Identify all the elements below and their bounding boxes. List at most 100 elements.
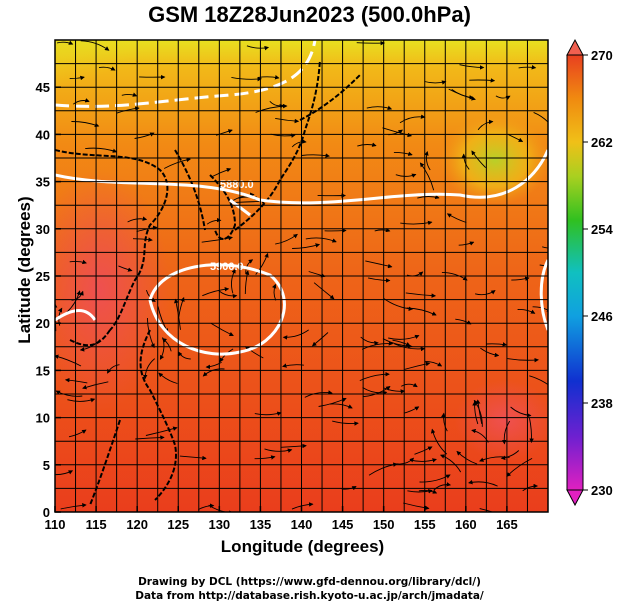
colorbar-label: 238 (591, 396, 613, 411)
streamline-arrow (132, 237, 153, 242)
streamline-arrow (205, 361, 222, 370)
streamline-arrow (365, 260, 393, 269)
streamline-arrow (282, 329, 309, 340)
streamline-arrow (280, 443, 307, 449)
streamline-arrow (211, 167, 232, 178)
y-tick-label: 30 (36, 222, 50, 237)
streamline-arrow (360, 336, 379, 346)
streamline-arrow (201, 235, 233, 243)
x-tick-label: 125 (167, 517, 189, 532)
streamline-arrow (163, 157, 191, 169)
colorbar: 270 262 254 246 238 230 (566, 38, 613, 507)
streamline-arrow (374, 227, 391, 233)
x-tick-label: 155 (414, 517, 436, 532)
streamline-arrow (479, 508, 494, 512)
streamline-arrow (424, 360, 443, 367)
streamline-arrow (82, 381, 109, 390)
y-tick-label: 35 (36, 175, 50, 190)
streamline-arrow (446, 213, 467, 223)
colorbar-top-arrow (566, 38, 584, 56)
streamline-arrow (539, 264, 548, 267)
contour-label-5900: 5900.0 (210, 261, 244, 273)
streamline-arrow (477, 119, 494, 131)
streamline-arrow (282, 363, 304, 368)
streamline-arrow (407, 489, 433, 494)
x-tick-label: 165 (496, 517, 518, 532)
colorbar-label: 254 (591, 222, 613, 237)
streamline-arrow (292, 243, 321, 249)
streamline-arrow (473, 399, 483, 427)
streamline-arrow (60, 503, 87, 510)
y-tick-label: 45 (36, 80, 50, 95)
streamline-arrow (399, 114, 426, 124)
streamline-arrow (269, 100, 285, 109)
x-tick-label: 135 (250, 517, 272, 532)
streamline-arrow (231, 76, 262, 82)
streamline-arrow (361, 341, 394, 350)
streamline-arrow (246, 45, 270, 51)
streamline-arrow (264, 448, 293, 453)
streamline-arrow (529, 375, 548, 386)
streamline-arrow (367, 277, 391, 283)
colorbar-label: 262 (591, 135, 613, 150)
streamline-arrow (69, 75, 85, 81)
streamline-arrow (291, 502, 314, 510)
streamline-arrow (533, 111, 548, 123)
streamline-arrow (517, 308, 536, 314)
temperature-field (55, 40, 548, 512)
streamline-arrow (55, 390, 83, 397)
streamline-arrow (468, 479, 498, 487)
streamline-arrow (255, 252, 269, 275)
y-axis-ticks: 0 5 10 15 20 25 30 35 40 45 (36, 80, 61, 520)
streamline-arrow (56, 40, 74, 45)
streamline-arrow (382, 127, 413, 138)
streamline-arrow (409, 458, 437, 463)
streamline-arrow (357, 142, 377, 147)
credit-drawing: Drawing by DCL (https://www.gfd-dennou.o… (138, 576, 481, 588)
streamline-arrow (393, 151, 413, 156)
streamline-arrow (522, 483, 539, 492)
streamline-arrow (254, 411, 282, 416)
streamline-arrow (529, 418, 534, 444)
y-tick-label: 5 (43, 458, 50, 473)
y-axis-label: Latitude (degrees) (15, 196, 34, 344)
streamline-arrow (145, 426, 178, 436)
streamline-arrow (542, 246, 548, 249)
colorbar-label: 230 (591, 483, 613, 498)
streamline-arrow (459, 64, 485, 70)
streamline-arrow (244, 346, 264, 359)
streamline-arrow (500, 450, 520, 461)
streamline-arrow (142, 358, 155, 380)
x-tick-label: 110 (45, 517, 66, 532)
streamline-arrow (396, 457, 415, 465)
streamline-arrow (471, 150, 487, 169)
streamline-arrow (69, 259, 87, 265)
streamline-arrow (383, 387, 406, 394)
streamline-arrow (419, 474, 451, 483)
credit-data: Data from http://database.rish.kyoto-u.a… (135, 590, 484, 602)
streamline-arrow (424, 150, 431, 171)
streamline-arrow (301, 153, 330, 158)
streamline-arrow (400, 220, 433, 226)
streamline-arrow (107, 364, 120, 374)
y-tick-label: 20 (36, 316, 50, 331)
streamline-arrow (359, 371, 390, 382)
streamline-arrow (55, 354, 82, 367)
streamline-arrow (291, 139, 307, 148)
streamline-arrow (441, 271, 468, 281)
streamline-arrow (275, 233, 298, 245)
streamline-arrow (254, 455, 276, 460)
streamline-arrow (202, 286, 230, 297)
streamline-arrow (179, 455, 207, 461)
streamline-arrow (67, 398, 96, 403)
streamline-arrow (506, 457, 533, 477)
streamline-arrow (218, 290, 238, 299)
y-tick-label: 10 (36, 411, 50, 426)
streamline-arrow (318, 397, 347, 407)
colorbar-label: 246 (591, 309, 613, 324)
streamline-arrow (366, 105, 393, 110)
streamline-arrow (424, 80, 447, 85)
streamline-arrow (403, 406, 420, 414)
x-tick-label: 145 (332, 517, 354, 532)
